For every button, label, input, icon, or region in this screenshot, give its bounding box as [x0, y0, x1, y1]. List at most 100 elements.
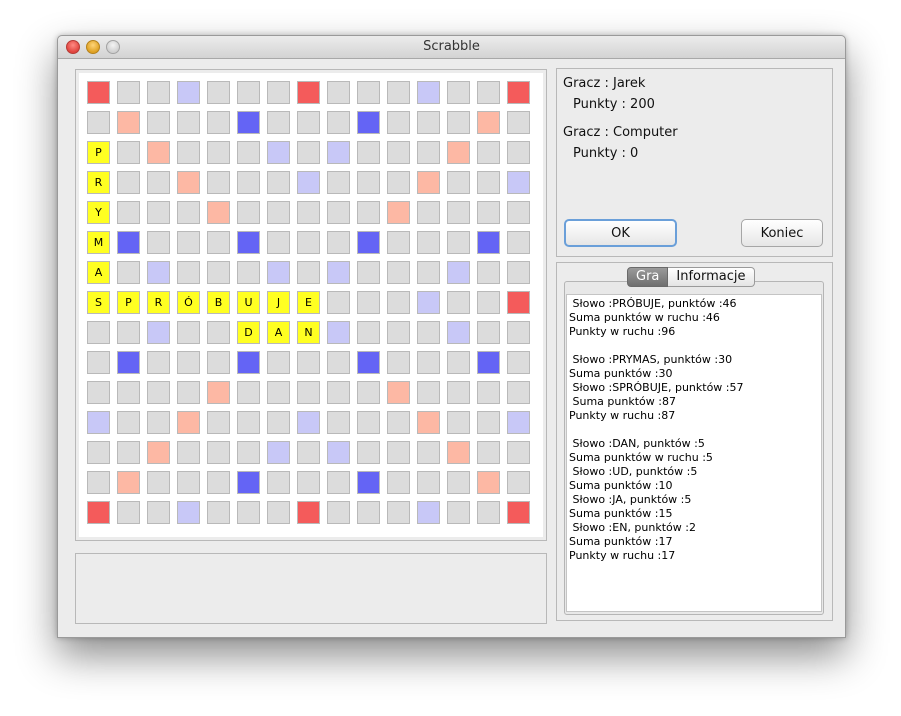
board-square[interactable]: [447, 381, 470, 404]
board-square[interactable]: [417, 201, 440, 224]
board-square[interactable]: [507, 141, 530, 164]
board-square[interactable]: [267, 111, 290, 134]
board-square[interactable]: [357, 261, 380, 284]
board-square[interactable]: [177, 261, 200, 284]
board-square[interactable]: [477, 441, 500, 464]
double-letter-square[interactable]: [267, 141, 290, 164]
board-square[interactable]: [147, 471, 170, 494]
board-square[interactable]: [417, 231, 440, 254]
board-square[interactable]: [387, 471, 410, 494]
double-letter-square[interactable]: [177, 81, 200, 104]
double-letter-square[interactable]: [147, 261, 170, 284]
triple-letter-square[interactable]: [117, 231, 140, 254]
board-square[interactable]: [477, 171, 500, 194]
triple-letter-square[interactable]: [357, 231, 380, 254]
board-square[interactable]: [387, 501, 410, 524]
board-square[interactable]: [357, 171, 380, 194]
tab-gra[interactable]: Gra: [627, 267, 669, 287]
board-square[interactable]: [327, 291, 350, 314]
board-square[interactable]: [507, 351, 530, 374]
triple-word-square[interactable]: [507, 291, 530, 314]
board-square[interactable]: [237, 141, 260, 164]
board-square[interactable]: [117, 261, 140, 284]
letter-tile[interactable]: U: [237, 291, 260, 314]
double-word-square[interactable]: [147, 441, 170, 464]
board-square[interactable]: [237, 201, 260, 224]
double-letter-square[interactable]: [507, 411, 530, 434]
letter-tile[interactable]: B: [207, 291, 230, 314]
board-square[interactable]: [207, 501, 230, 524]
letter-tile[interactable]: P: [87, 141, 110, 164]
triple-letter-square[interactable]: [237, 111, 260, 134]
letter-tile[interactable]: A: [267, 321, 290, 344]
board-square[interactable]: [117, 201, 140, 224]
board-square[interactable]: [147, 201, 170, 224]
double-word-square[interactable]: [447, 441, 470, 464]
board-square[interactable]: [237, 81, 260, 104]
letter-tile[interactable]: N: [297, 321, 320, 344]
board-square[interactable]: [147, 111, 170, 134]
board-square[interactable]: [447, 111, 470, 134]
triple-word-square[interactable]: [87, 81, 110, 104]
double-word-square[interactable]: [447, 141, 470, 164]
board-square[interactable]: [327, 351, 350, 374]
double-letter-square[interactable]: [327, 321, 350, 344]
board-square[interactable]: [327, 381, 350, 404]
board-square[interactable]: [387, 141, 410, 164]
triple-letter-square[interactable]: [237, 471, 260, 494]
double-word-square[interactable]: [117, 111, 140, 134]
board-square[interactable]: [297, 381, 320, 404]
board-square[interactable]: [117, 171, 140, 194]
board-square[interactable]: [117, 141, 140, 164]
board-square[interactable]: [507, 231, 530, 254]
board-square[interactable]: [387, 411, 410, 434]
double-letter-square[interactable]: [417, 81, 440, 104]
board-square[interactable]: [87, 111, 110, 134]
board-square[interactable]: [177, 111, 200, 134]
board-square[interactable]: [387, 111, 410, 134]
board-square[interactable]: [477, 381, 500, 404]
board-square[interactable]: [477, 81, 500, 104]
board-square[interactable]: [417, 261, 440, 284]
board-square[interactable]: [387, 81, 410, 104]
letter-tile[interactable]: P: [117, 291, 140, 314]
board-square[interactable]: [207, 321, 230, 344]
board-square[interactable]: [177, 201, 200, 224]
board-square[interactable]: [477, 291, 500, 314]
board-square[interactable]: [327, 171, 350, 194]
triple-word-square[interactable]: [297, 501, 320, 524]
board-square[interactable]: [87, 321, 110, 344]
board-square[interactable]: [87, 441, 110, 464]
board-square[interactable]: [327, 231, 350, 254]
board-square[interactable]: [147, 501, 170, 524]
board-square[interactable]: [357, 291, 380, 314]
letter-tile[interactable]: R: [147, 291, 170, 314]
board-square[interactable]: [177, 471, 200, 494]
board-square[interactable]: [207, 111, 230, 134]
board-square[interactable]: [147, 171, 170, 194]
board-square[interactable]: [387, 321, 410, 344]
board-square[interactable]: [357, 381, 380, 404]
double-letter-square[interactable]: [417, 501, 440, 524]
board-square[interactable]: [147, 81, 170, 104]
board-square[interactable]: [447, 411, 470, 434]
double-word-square[interactable]: [177, 411, 200, 434]
board-square[interactable]: [447, 81, 470, 104]
board-square[interactable]: [417, 111, 440, 134]
game-log[interactable]: Słowo :PRÓBUJE, punktów :46 Suma punktów …: [566, 294, 822, 612]
double-word-square[interactable]: [417, 171, 440, 194]
triple-word-square[interactable]: [297, 81, 320, 104]
board-square[interactable]: [237, 261, 260, 284]
board-square[interactable]: [147, 411, 170, 434]
board-square[interactable]: [177, 231, 200, 254]
board-square[interactable]: [507, 201, 530, 224]
letter-tile[interactable]: Y: [87, 201, 110, 224]
letter-tile[interactable]: M: [87, 231, 110, 254]
board-square[interactable]: [387, 351, 410, 374]
tab-informacje[interactable]: Informacje: [668, 267, 755, 287]
board-square[interactable]: [387, 441, 410, 464]
triple-word-square[interactable]: [507, 81, 530, 104]
double-word-square[interactable]: [117, 471, 140, 494]
board-square[interactable]: [177, 351, 200, 374]
board-square[interactable]: [417, 351, 440, 374]
